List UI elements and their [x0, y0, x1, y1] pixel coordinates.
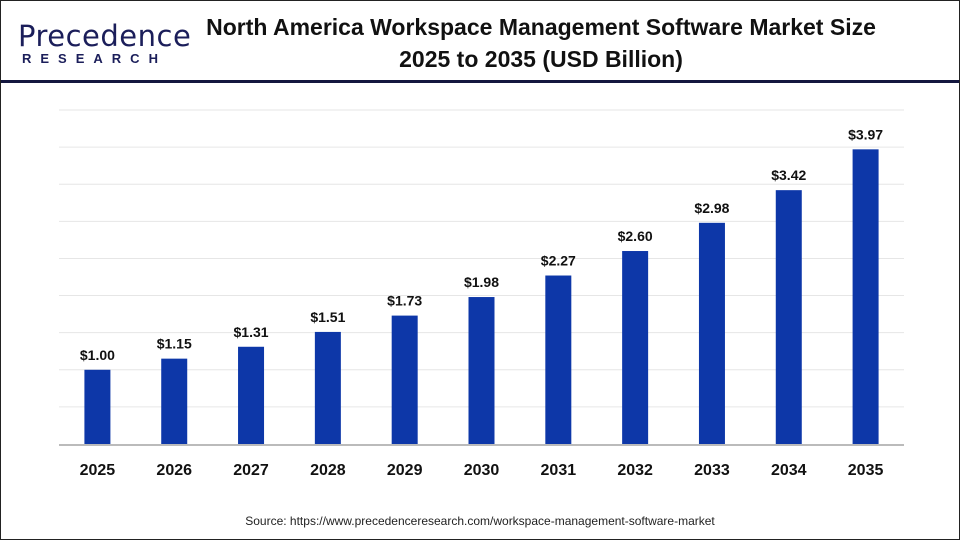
logo: Precedence RESEARCH [18, 21, 191, 66]
x-tick-label: 2034 [771, 462, 807, 479]
data-label: $1.00 [80, 347, 115, 363]
x-tick-label: 2026 [156, 462, 192, 479]
bar [84, 369, 111, 444]
bar [314, 331, 341, 444]
x-tick-label: 2030 [464, 462, 500, 479]
header: Precedence RESEARCH North America Worksp… [1, 1, 959, 83]
x-tick-label: 2029 [387, 462, 423, 479]
title-line2: 2025 to 2035 (USD Billion) [399, 46, 683, 72]
x-tick-label: 2028 [310, 462, 346, 479]
data-label: $1.31 [234, 324, 269, 340]
source-note: Source: https://www.precedenceresearch.c… [245, 514, 715, 528]
bar [238, 346, 265, 444]
data-label: $1.98 [464, 274, 499, 290]
x-tick-label: 2031 [541, 462, 577, 479]
data-label: $1.51 [310, 309, 345, 325]
data-label: $3.42 [771, 167, 806, 183]
data-label: $3.97 [848, 126, 883, 142]
bar [622, 251, 649, 444]
data-label: $2.60 [618, 228, 653, 244]
logo-line1: Precedence [18, 19, 192, 53]
data-label: $2.27 [541, 253, 576, 269]
logo-line2: RESEARCH [22, 51, 167, 66]
bar [852, 149, 879, 445]
x-tick-label: 2025 [80, 462, 116, 479]
bar [161, 358, 188, 444]
x-tick-label: 2032 [617, 462, 653, 479]
title-line1: North America Workspace Management Softw… [206, 14, 876, 40]
x-tick-label: 2033 [694, 462, 730, 479]
chart-title: North America Workspace Management Softw… [161, 11, 921, 75]
data-label: $1.15 [157, 336, 192, 352]
bar [698, 222, 725, 444]
bar [468, 297, 495, 444]
bar [775, 190, 802, 444]
data-label: $1.73 [387, 293, 422, 309]
x-tick-label: 2035 [848, 462, 884, 479]
x-tick-label: 2027 [233, 462, 269, 479]
data-label: $2.98 [694, 200, 729, 216]
bar [545, 275, 572, 444]
bar [391, 315, 418, 444]
